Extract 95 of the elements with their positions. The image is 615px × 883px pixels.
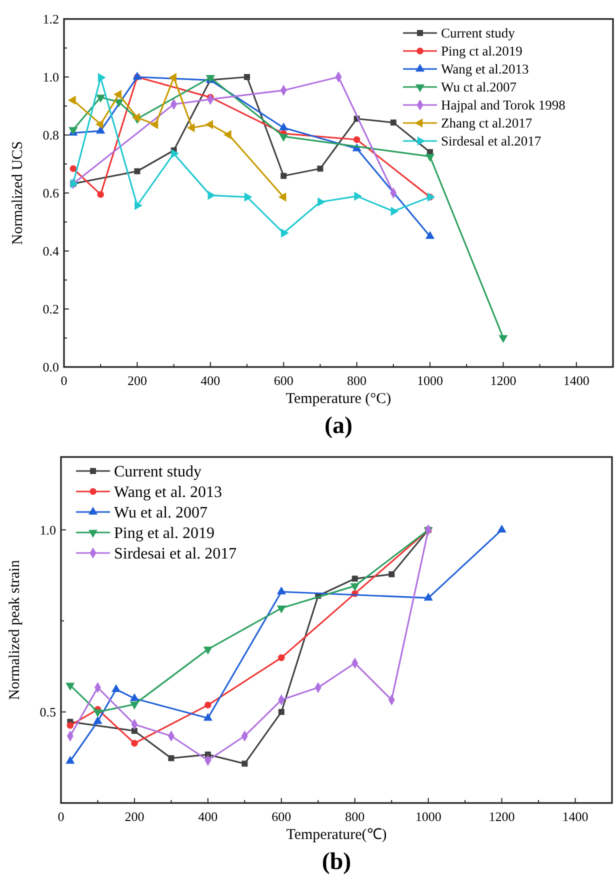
legend-label: Zhang ct al.2017 [441,116,532,131]
point [66,756,75,764]
x-tick-label: 600 [274,373,294,388]
x-tick-label: 0 [58,809,64,824]
y-tick-label: 0.4 [42,244,60,258]
point [280,228,289,238]
x-tick-label: 200 [127,373,147,388]
y-tick-label: 0.0 [42,360,59,374]
x-tick-label: 800 [345,809,365,824]
point [93,709,102,718]
point [150,120,158,130]
y-tick-label: 0.2 [42,302,59,316]
y-tick-label: 0.6 [42,186,60,200]
point [93,716,102,724]
point [134,168,140,174]
x-tick-label: 1000 [417,373,443,388]
legend-label: Wang et al.2013 [441,62,530,77]
x-axis-title: Temperature (°C) [286,391,392,407]
y-axis-title: Normalized peak strain [7,560,23,700]
point [96,94,106,103]
point [112,684,121,692]
point [97,191,104,198]
point [498,335,508,343]
point [278,708,284,715]
y-tick-label: 1.2 [42,12,59,26]
y-tick-label: 0.8 [42,128,59,142]
x-tick-label: 1000 [415,809,442,824]
point [203,712,212,721]
legend-label: Ping ct al.2019 [441,44,523,59]
point [131,728,138,734]
x-tick-label: 600 [272,809,292,824]
legend-label: Wu ct al.2007 [441,80,517,95]
point [242,760,248,767]
point [98,73,106,82]
x-tick-label: 1200 [488,809,515,824]
y-tick-label: 0.5 [40,704,56,720]
x-tick-label: 1200 [490,373,516,388]
point [203,646,212,655]
point [130,693,140,702]
point [352,576,358,582]
point [244,74,250,80]
y-axis-title: Normalized UCS [10,141,26,245]
point [168,755,174,762]
point [186,123,195,132]
point [390,120,396,126]
legend-label: Ping et al. 2019 [114,525,214,542]
point [96,126,106,134]
point [276,606,286,614]
text: (a) [324,413,352,439]
point [354,192,362,201]
point [278,654,285,662]
point [278,192,286,202]
legend-label: Sirdesal et al.2017 [441,134,542,149]
point [95,120,104,129]
point [390,206,399,216]
point [168,73,176,82]
point [114,90,122,99]
x-tick-label: 400 [200,373,220,388]
x-tick-label: 800 [347,373,367,388]
point [318,197,326,207]
x-tick-label: 1400 [562,809,588,824]
point [223,130,232,140]
point [388,571,395,578]
legend-label: Wu et al. 2007 [114,504,208,522]
y-tick-label: 1.0 [42,70,59,84]
x-tick-label: 0 [60,373,68,388]
point [317,166,324,172]
point [350,583,360,592]
x-tick-label: 200 [124,809,144,824]
point [279,134,288,142]
y-tick-label: 1.0 [40,522,56,538]
point [353,136,360,144]
point [132,113,140,122]
legend-label: Sirdesai et al. 2017 [114,546,237,563]
point [130,702,140,710]
point [66,682,75,691]
point [204,702,212,708]
point [66,722,74,729]
point [134,200,142,210]
point [131,740,138,747]
text: (b) [322,849,352,875]
point [425,154,435,162]
x-axis-title: Temperature(℃) [286,827,387,843]
point [244,192,252,202]
legend-label: Wang et al. 2013 [114,484,222,502]
legend-label: Current study [114,464,202,481]
point [280,172,287,179]
point [70,165,77,172]
x-tick-label: 1400 [563,373,590,388]
legend-label: Current study [441,26,516,41]
point [68,96,76,105]
point [208,190,216,200]
legend-label: Hajpal and Torok 1998 [441,98,566,113]
point [205,120,214,130]
x-tick-label: 400 [198,809,218,824]
